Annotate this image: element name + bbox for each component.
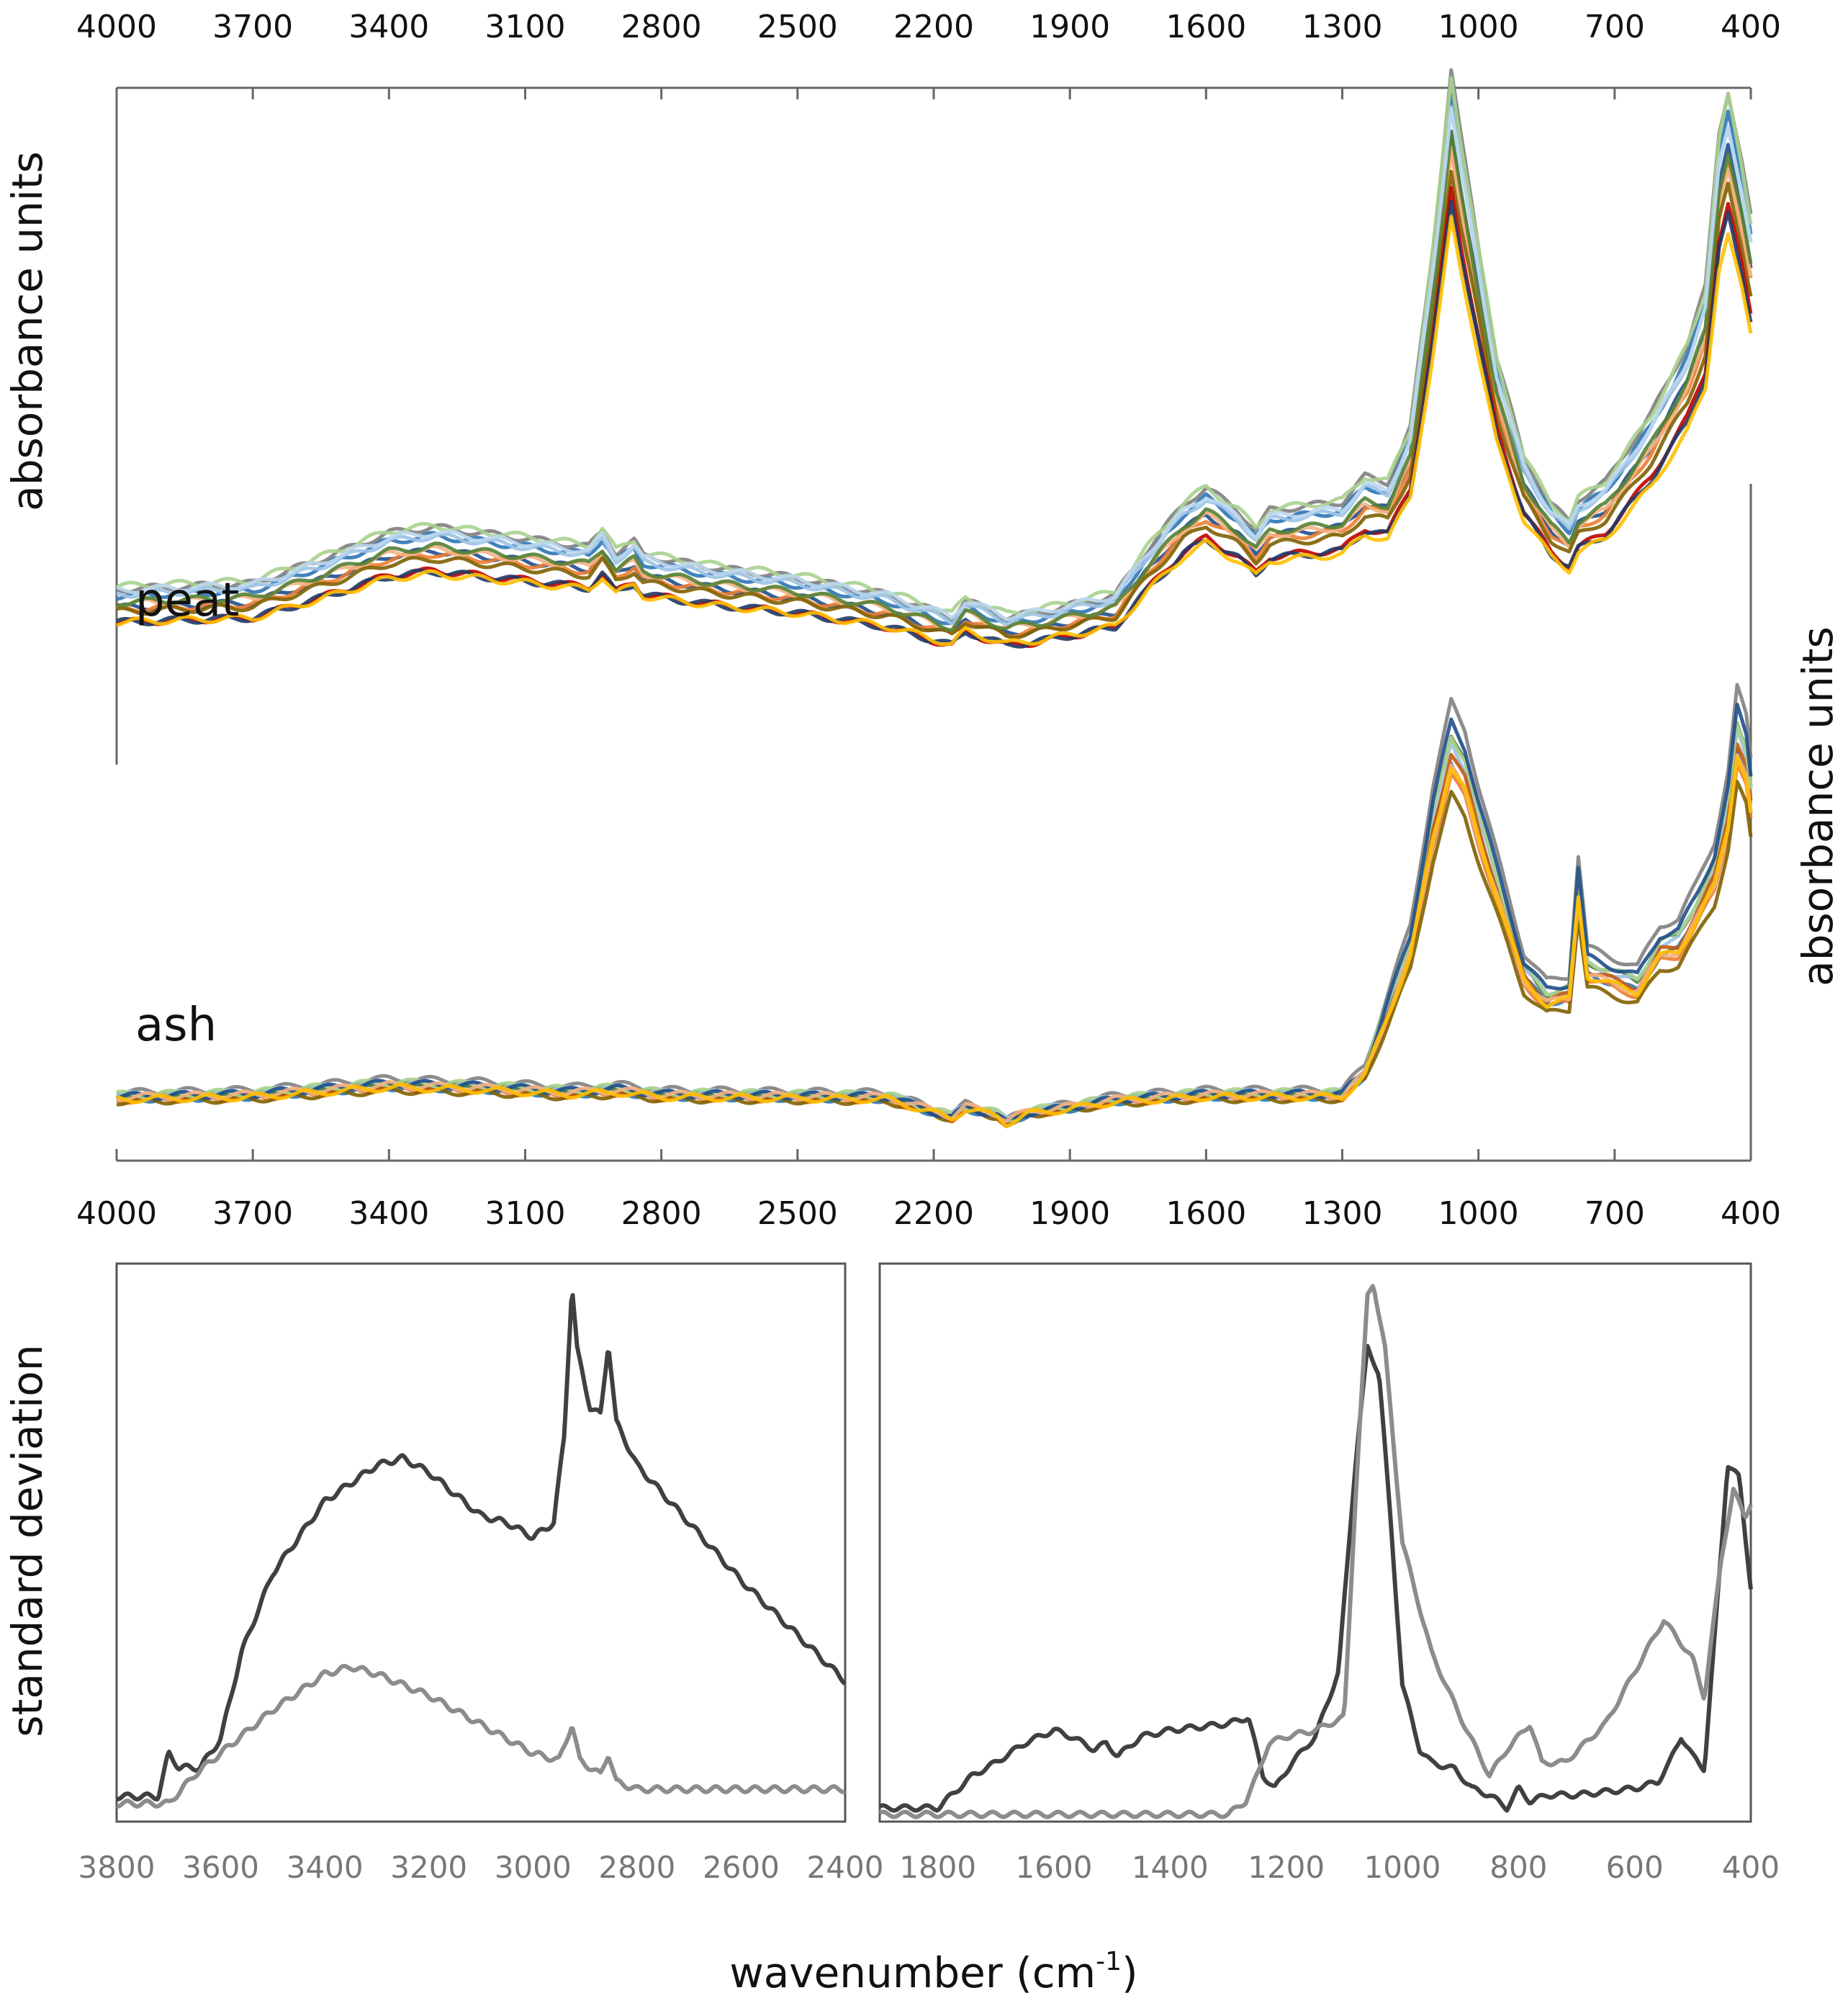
top-tick-label: 3700 bbox=[212, 9, 293, 45]
bottom-tick-label: 1900 bbox=[1029, 1195, 1110, 1232]
sd-tick-label: 1000 bbox=[1364, 1850, 1441, 1885]
bottom-x-ticks: 4000 3700 3400 3100 2800 2500 2200 1900 1600 1300… bbox=[76, 1149, 1781, 1232]
bottom-tick-label: 1000 bbox=[1438, 1195, 1519, 1232]
sd-left-panel: 3800 3600 3400 3200 3000 2800 2600 2400 standar… bbox=[3, 1262, 884, 1885]
bottom-tick-label: 2200 bbox=[893, 1195, 974, 1232]
top-tick-label: 3400 bbox=[348, 9, 429, 45]
sd-tick-label: 3000 bbox=[495, 1850, 572, 1885]
sd-tick-label: 2800 bbox=[598, 1850, 675, 1885]
bottom-tick-label: 4000 bbox=[76, 1195, 157, 1232]
y-axis-label-left: absorbance units bbox=[3, 151, 52, 511]
bottom-tick-label: 2500 bbox=[757, 1195, 838, 1232]
bottom-tick-label: 400 bbox=[1721, 1195, 1781, 1232]
sd-tick-label: 1400 bbox=[1132, 1850, 1209, 1885]
sd-tick-label: 600 bbox=[1606, 1850, 1664, 1885]
sd-right-x-ticks: 1800 1600 1400 1200 1000 800 600 400 bbox=[899, 1850, 1780, 1885]
sd-tick-label: 1200 bbox=[1248, 1850, 1325, 1885]
peat-spectrum-line bbox=[116, 169, 1753, 639]
sd-peat-high-line bbox=[116, 1292, 847, 1801]
top-tick-label: 2200 bbox=[893, 9, 974, 45]
sd-ash-low-line bbox=[878, 1284, 1753, 1819]
top-tick-label: 2800 bbox=[621, 9, 702, 45]
sd-tick-label: 400 bbox=[1722, 1850, 1780, 1885]
sd-right-frame bbox=[878, 1262, 1752, 1823]
peat-spectrum-line bbox=[116, 215, 1753, 647]
top-tick-label: 2500 bbox=[757, 9, 838, 45]
y-axis-label-right: absorbance units bbox=[1793, 626, 1842, 986]
x-axis-label-main: wavenumber (cm bbox=[729, 1948, 1096, 1997]
top-x-ticks: 4000 3700 3400 3100 2800 2500 2200 1900 1600 1300… bbox=[76, 9, 1781, 99]
ash-label: ash bbox=[135, 999, 217, 1052]
y-axis-label-bottom: standard deviation bbox=[3, 1344, 52, 1737]
peat-spectrum-line bbox=[116, 107, 1753, 621]
top-tick-label: 1300 bbox=[1302, 9, 1383, 45]
top-tick-label: 1600 bbox=[1166, 9, 1246, 45]
spectra-panel: 4000 3700 3400 3100 2800 2500 2200 1900 1600 1300… bbox=[3, 9, 1842, 1232]
top-tick-label: 400 bbox=[1721, 9, 1781, 45]
sd-right-series-group bbox=[878, 1284, 1753, 1819]
sd-left-series-group bbox=[116, 1292, 847, 1809]
x-axis-label-superscript: -1 bbox=[1096, 1947, 1122, 1976]
top-tick-label: 1000 bbox=[1438, 9, 1519, 45]
top-tick-label: 700 bbox=[1585, 9, 1645, 45]
bottom-tick-label: 1300 bbox=[1302, 1195, 1383, 1232]
bottom-tick-label: 3700 bbox=[212, 1195, 293, 1232]
sd-tick-label: 2600 bbox=[703, 1850, 780, 1885]
peat-label: peat bbox=[135, 574, 239, 627]
x-axis-label: wavenumber (cm-1) bbox=[729, 1947, 1137, 1997]
sd-tick-label: 3200 bbox=[390, 1850, 467, 1885]
sd-peat-high-line bbox=[878, 1344, 1753, 1813]
x-axis-label-close: ) bbox=[1122, 1948, 1138, 1997]
spectra-series-group bbox=[115, 68, 1753, 1128]
bottom-tick-label: 1600 bbox=[1166, 1195, 1246, 1232]
sd-tick-label: 3600 bbox=[182, 1850, 259, 1885]
bottom-tick-label: 3400 bbox=[348, 1195, 429, 1232]
sd-tick-label: 2400 bbox=[807, 1850, 884, 1885]
bottom-tick-label: 700 bbox=[1585, 1195, 1645, 1232]
bottom-tick-label: 2800 bbox=[621, 1195, 702, 1232]
sd-ash-low-line bbox=[116, 1663, 846, 1809]
sd-tick-label: 3400 bbox=[287, 1850, 364, 1885]
sd-tick-label: 800 bbox=[1489, 1850, 1547, 1885]
sd-left-frame bbox=[115, 1262, 847, 1823]
peat-spectrum-line bbox=[116, 130, 1753, 633]
sd-right-panel: 1800 1600 1400 1200 1000 800 600 400 bbox=[878, 1262, 1780, 1885]
sd-left-x-ticks: 3800 3600 3400 3200 3000 2800 2600 2400 bbox=[78, 1850, 884, 1885]
bottom-tick-label: 3100 bbox=[485, 1195, 566, 1232]
top-tick-label: 3100 bbox=[485, 9, 566, 45]
sd-tick-label: 1600 bbox=[1016, 1850, 1093, 1885]
sd-tick-label: 1800 bbox=[899, 1850, 976, 1885]
top-tick-label: 4000 bbox=[76, 9, 157, 45]
ash-spectrum-line bbox=[116, 755, 1753, 1128]
sd-tick-label: 3800 bbox=[78, 1850, 155, 1885]
top-tick-label: 1900 bbox=[1029, 9, 1110, 45]
